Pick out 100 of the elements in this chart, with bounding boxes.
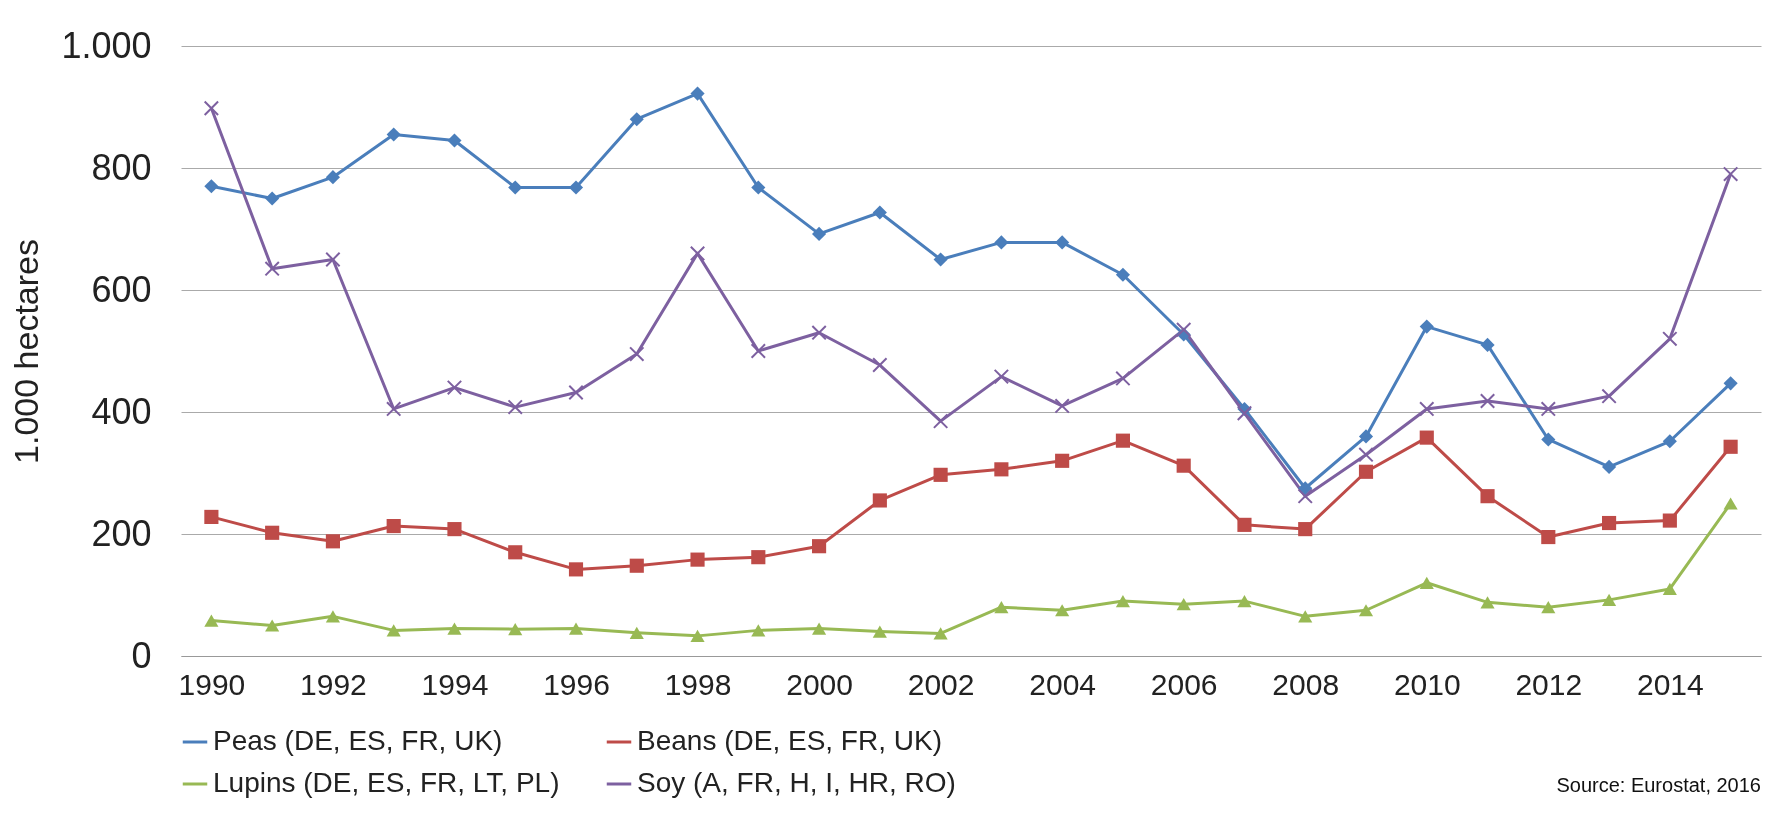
x-tick-label: 1998: [664, 667, 732, 701]
point: [1662, 331, 1678, 347]
point: [933, 467, 948, 482]
point: [1054, 398, 1070, 414]
point: [1480, 489, 1495, 504]
point: [1601, 388, 1617, 404]
point: [1115, 594, 1130, 608]
legend-label: Soy (A, FR, H, I, HR, RO): [637, 767, 956, 798]
point: [385, 401, 402, 417]
x-tick-label: 2002: [907, 667, 975, 701]
point: [933, 252, 948, 267]
point: [568, 384, 584, 401]
point: [629, 558, 644, 573]
y-tick-label: 800: [91, 146, 152, 188]
point: [1115, 370, 1131, 387]
y-axis-title: 1.000 hectares: [7, 239, 46, 464]
point: [568, 622, 584, 635]
point: [690, 552, 705, 567]
legend-label: Lupins (DE, ES, FR, LT, PL): [213, 767, 560, 798]
point: [386, 624, 401, 637]
point: [447, 622, 462, 635]
point: [1419, 576, 1434, 589]
point: [689, 245, 706, 262]
point: [508, 623, 523, 636]
point: [1419, 319, 1434, 334]
point: [994, 601, 1009, 614]
point: [568, 180, 584, 195]
point: [1662, 513, 1677, 528]
point: [1055, 604, 1070, 617]
point: [812, 622, 827, 635]
point: [507, 399, 523, 415]
point: [932, 413, 949, 429]
x-tick-label: 2000: [786, 667, 853, 701]
point: [265, 619, 280, 632]
point: [1419, 401, 1435, 417]
point: [325, 610, 340, 623]
point: [994, 235, 1009, 250]
point: [325, 170, 340, 185]
point: [264, 260, 280, 277]
x-tick-label: 2006: [1150, 667, 1218, 701]
point: [204, 509, 219, 524]
x-tick-label: 2014: [1636, 667, 1704, 701]
point: [508, 180, 523, 195]
point: [1722, 166, 1739, 182]
point: [568, 562, 584, 577]
source-note: Source: Eurostat, 2016: [1556, 774, 1761, 796]
y-tick-label: 600: [91, 268, 152, 310]
point: [1602, 515, 1617, 531]
point: [629, 626, 644, 639]
x-tick-label: 2004: [1029, 667, 1097, 701]
point: [994, 462, 1009, 477]
point: [1237, 517, 1252, 532]
point: [751, 180, 766, 195]
point: [690, 86, 705, 101]
legend-label: Peas (DE, ES, FR, UK): [213, 725, 503, 756]
x-tick-label: 2012: [1515, 667, 1583, 701]
point: [386, 519, 401, 534]
point: [325, 534, 340, 549]
y-tick-label: 1.000: [61, 24, 152, 66]
x-tick-label: 1994: [421, 667, 489, 701]
point: [1358, 604, 1374, 617]
point: [629, 112, 644, 127]
point: [1298, 610, 1313, 623]
point: [446, 379, 463, 396]
point: [1176, 598, 1191, 611]
point: [1602, 593, 1617, 606]
point: [1358, 429, 1374, 444]
point: [1419, 430, 1434, 445]
point: [1297, 488, 1313, 504]
point: [872, 205, 887, 220]
point: [1723, 376, 1738, 391]
point: [872, 625, 887, 638]
x-tick-label: 2008: [1272, 667, 1340, 701]
y-tick-label: 400: [91, 390, 152, 432]
point: [1723, 497, 1738, 510]
point: [872, 493, 887, 508]
point: [933, 627, 948, 640]
y-tick-label: 0: [131, 634, 152, 676]
point: [1055, 235, 1070, 250]
point: [1175, 321, 1192, 338]
point: [447, 522, 462, 537]
point: [1237, 594, 1252, 608]
point: [508, 545, 523, 560]
point: [1662, 582, 1677, 596]
point: [751, 624, 766, 637]
point: [751, 550, 766, 565]
point: [1298, 522, 1313, 537]
point: [1115, 433, 1130, 448]
point: [1723, 439, 1738, 454]
x-tick-label: 1996: [543, 667, 610, 701]
x-tick-label: 2010: [1393, 667, 1461, 701]
point: [1236, 405, 1253, 421]
point: [1541, 432, 1556, 447]
point: [1480, 596, 1495, 609]
point: [1602, 459, 1617, 474]
point: [386, 127, 401, 142]
point: [1115, 267, 1130, 282]
point: [811, 324, 827, 341]
point: [1358, 464, 1374, 479]
point: [325, 251, 341, 268]
